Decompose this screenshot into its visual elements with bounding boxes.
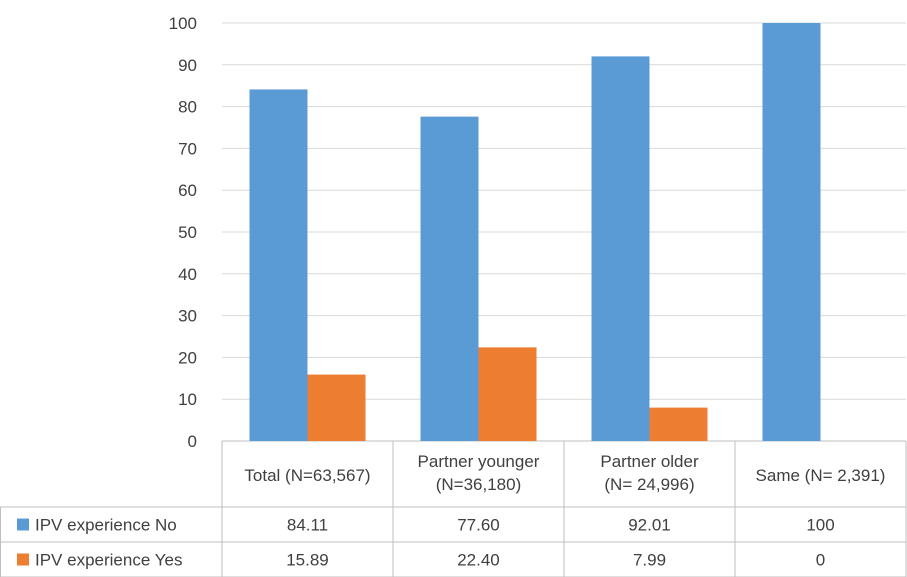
y-tick-label: 0: [188, 432, 197, 451]
y-tick-label: 80: [178, 98, 197, 117]
bar-no-1: [420, 116, 479, 441]
category-label: Partner younger: [418, 452, 540, 471]
category-label: (N= 24,996): [604, 475, 694, 494]
bar-yes-1: [478, 347, 537, 441]
data-value: 84.11: [287, 516, 328, 535]
data-value: 0: [816, 551, 825, 570]
y-axis-ticks: 0 10 20 30 40 50 60 70 80 90 100: [169, 14, 197, 451]
category-label: Partner older: [600, 452, 699, 471]
bar-no-3: [762, 23, 821, 441]
legend-label: IPV experience No: [35, 516, 177, 535]
data-table: Total (N=63,567) Partner younger (N=36,180…: [0, 441, 907, 577]
bar-no-2: [591, 56, 650, 442]
bar-no-0: [249, 89, 308, 441]
data-value: 15.89: [286, 551, 329, 570]
category-label: Total (N=63,567): [244, 466, 370, 485]
data-value: 100: [806, 516, 834, 535]
legend-key-no: [17, 518, 29, 531]
y-tick-label: 30: [178, 307, 197, 326]
y-tick-label: 20: [178, 348, 197, 367]
legend-key-yes: [17, 553, 29, 566]
y-tick-label: 90: [178, 56, 197, 75]
legend-label: IPV experience Yes: [35, 551, 182, 570]
y-tick-label: 60: [178, 181, 197, 200]
bar-yes-2: [649, 407, 708, 441]
data-value: 7.99: [633, 551, 666, 570]
bars: [249, 23, 821, 442]
y-tick-label: 70: [178, 139, 197, 158]
data-value: 22.40: [457, 551, 500, 570]
data-value: 92.01: [628, 516, 671, 535]
y-tick-label: 50: [178, 223, 197, 242]
data-value: 77.60: [457, 516, 500, 535]
y-tick-label: 40: [178, 265, 197, 284]
y-tick-label: 10: [178, 390, 197, 409]
y-tick-label: 100: [169, 14, 197, 33]
bar-yes-0: [307, 374, 366, 441]
category-label: Same (N= 2,391): [756, 466, 886, 485]
category-label: (N=36,180): [436, 475, 522, 494]
